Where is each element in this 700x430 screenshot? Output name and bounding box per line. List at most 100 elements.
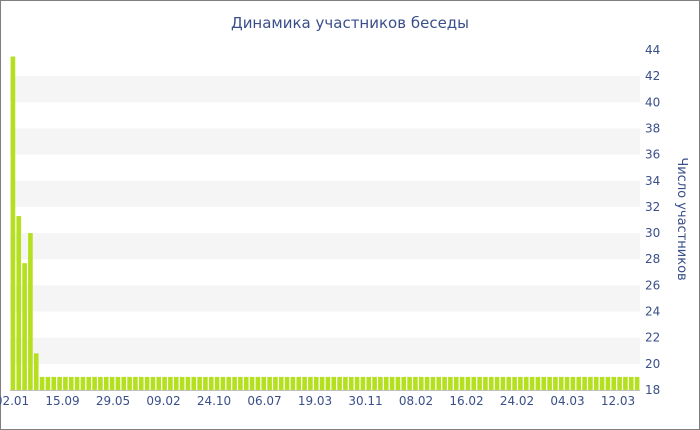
bar	[238, 376, 243, 390]
bar	[424, 376, 430, 390]
bar	[360, 376, 366, 390]
bar	[226, 376, 232, 390]
bar	[337, 376, 342, 390]
bar	[232, 376, 237, 390]
bar	[133, 376, 138, 390]
bar	[372, 376, 377, 390]
bar	[57, 376, 62, 390]
y-tick-label: 18	[645, 383, 660, 397]
bar	[599, 376, 605, 390]
grid-band	[10, 233, 640, 260]
bar	[28, 233, 33, 390]
bar	[33, 353, 39, 390]
bar	[582, 376, 587, 390]
bars-group	[10, 56, 640, 390]
bar	[366, 376, 372, 390]
bar	[535, 376, 541, 390]
x-tick-label: 19.03	[298, 394, 332, 408]
bar	[249, 376, 255, 390]
bar	[593, 376, 599, 390]
x-tick-label: 15.09	[45, 394, 79, 408]
bar	[179, 376, 185, 390]
x-tick-label: 24.10	[197, 394, 231, 408]
bar	[494, 376, 500, 390]
bar	[389, 376, 395, 390]
bar	[523, 376, 529, 390]
grid-band	[10, 285, 640, 312]
bar	[109, 376, 115, 390]
y-tick-label: 40	[645, 95, 660, 109]
bar	[611, 376, 617, 390]
y-tick-label: 24	[645, 305, 660, 319]
grid-bands	[10, 76, 640, 364]
y-tick-label: 42	[645, 69, 660, 83]
bar	[448, 376, 453, 390]
bar	[547, 376, 552, 390]
y-tick-label: 36	[645, 148, 660, 162]
grid-band	[10, 128, 640, 155]
bar	[442, 376, 447, 390]
y-tick-label: 44	[645, 43, 660, 57]
bar	[290, 376, 296, 390]
bar	[506, 376, 512, 390]
bar	[74, 376, 80, 390]
bar	[185, 376, 191, 390]
bar	[325, 376, 331, 390]
bar	[483, 376, 488, 390]
bar	[63, 376, 68, 390]
bar	[529, 376, 535, 390]
bar	[488, 376, 494, 390]
x-tick-label: 12.03	[601, 394, 635, 408]
bar	[413, 376, 418, 390]
bar	[214, 376, 220, 390]
bar	[518, 376, 523, 390]
bar	[401, 376, 407, 390]
bar	[348, 376, 354, 390]
bar	[45, 376, 51, 390]
x-axis-ticks: 02.01 15.09 29.05 09.02 24.10 06.07 19.03 30.11…	[0, 394, 635, 408]
bar	[331, 376, 337, 390]
bar	[634, 376, 640, 390]
bar	[430, 376, 436, 390]
grid-band	[10, 76, 640, 103]
bar	[558, 376, 564, 390]
y-tick-label: 28	[645, 252, 660, 266]
y-axis-ticks: 18 20 22 24 26 28 30 32 34 36 38 40 42 44	[645, 43, 660, 397]
y-tick-label: 38	[645, 122, 660, 136]
bar	[313, 376, 319, 390]
grid-band	[10, 180, 640, 207]
bar	[308, 376, 313, 390]
x-tick-label: 24.02	[500, 394, 534, 408]
bar	[453, 376, 459, 390]
bar	[623, 376, 628, 390]
bar	[267, 376, 272, 390]
bar	[319, 376, 325, 390]
x-tick-label: 30.11	[348, 394, 382, 408]
bar	[98, 376, 103, 390]
y-tick-label: 22	[645, 331, 660, 345]
bar	[115, 376, 121, 390]
y-tick-label: 34	[645, 174, 660, 188]
bar	[173, 376, 179, 390]
bar	[144, 376, 150, 390]
bar	[588, 376, 593, 390]
y-axis-label: Число участников	[674, 157, 689, 280]
bar	[168, 376, 173, 390]
bar	[86, 376, 92, 390]
bar	[418, 376, 424, 390]
x-tick-label: 08.02	[399, 394, 433, 408]
x-tick-label: 29.05	[96, 394, 130, 408]
bar	[243, 376, 249, 390]
bar	[553, 376, 558, 390]
bar	[68, 376, 74, 390]
y-tick-label: 32	[645, 200, 660, 214]
bar	[150, 376, 156, 390]
bar	[465, 376, 471, 390]
bar	[617, 376, 622, 390]
x-tick-label: 16.02	[449, 394, 483, 408]
bar	[255, 376, 261, 390]
bar	[203, 376, 208, 390]
bar	[459, 376, 465, 390]
bar	[407, 376, 412, 390]
